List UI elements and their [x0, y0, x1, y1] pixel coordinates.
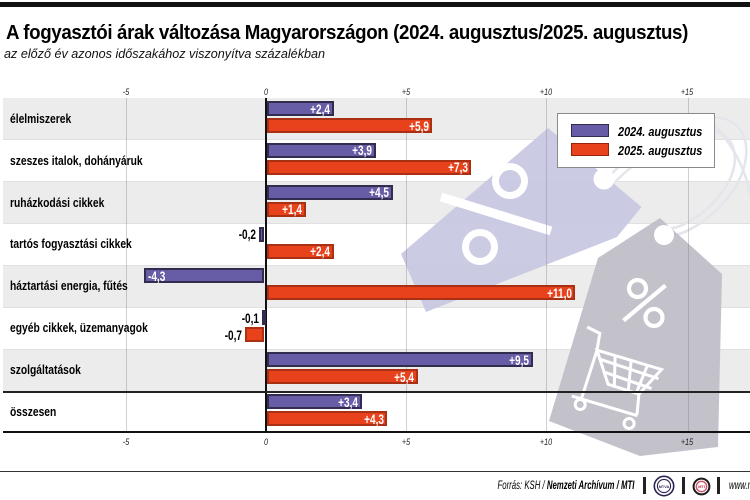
- svg-text:MTVA: MTVA: [659, 485, 670, 489]
- svg-text:MTI: MTI: [698, 485, 705, 489]
